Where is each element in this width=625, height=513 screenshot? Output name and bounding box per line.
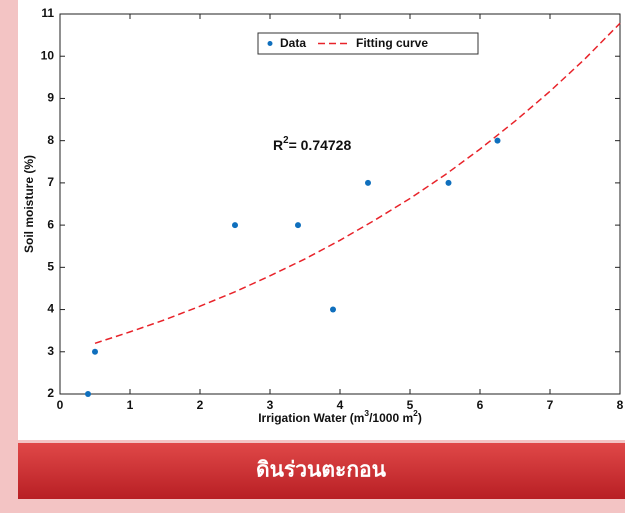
y-tick-label: 4 — [47, 302, 54, 316]
panel — [18, 0, 625, 440]
x-tick-label: 5 — [407, 398, 414, 412]
x-tick-label: 0 — [57, 398, 64, 412]
data-point — [445, 179, 452, 186]
x-axis-label: Irrigation Water (m3/1000 m2) — [258, 408, 422, 425]
y-tick-label: 3 — [47, 344, 54, 358]
x-tick-label: 7 — [547, 398, 554, 412]
banner-text: ดินร่วนตะกอน — [256, 459, 387, 482]
text-part: /1000 m — [369, 411, 413, 425]
legend-box — [257, 32, 479, 55]
text-part: 2 — [283, 135, 289, 146]
text-part: 3 — [364, 408, 369, 418]
x-tick-label: 2 — [197, 398, 204, 412]
data-point — [92, 348, 98, 355]
banner — [18, 443, 625, 499]
y-tick-label: 7 — [47, 175, 54, 189]
x-tick-label: 1 — [127, 398, 134, 412]
y-tick-label: 2 — [47, 386, 54, 400]
data-point — [494, 137, 501, 144]
legend-label: Fitting curve — [356, 36, 428, 50]
y-tick-label: 5 — [47, 260, 54, 274]
text-part: 2 — [413, 408, 418, 418]
annotation: R2= 0.74728 — [273, 135, 351, 153]
y-tick-label: 8 — [47, 133, 54, 147]
data-point — [365, 179, 371, 186]
text-part: Irrigation Water (m — [258, 411, 364, 425]
x-tick-label: 6 — [477, 398, 484, 412]
legend-label: Data — [280, 36, 306, 50]
legend-symbol — [267, 41, 273, 46]
y-axis-label: Soil moisture (%) — [22, 155, 36, 253]
x-tick-label: 4 — [337, 398, 344, 412]
text-part: ) — [418, 411, 422, 425]
text-part: R — [273, 137, 283, 153]
legend: Data Fitting curve — [257, 32, 479, 55]
x-tick-label: 8 — [617, 398, 624, 412]
y-tick-label: 9 — [47, 91, 54, 105]
y-tick-label: 6 — [47, 217, 54, 231]
data-point — [85, 391, 91, 397]
y-tick-label: 11 — [41, 6, 54, 20]
x-tick-label: 3 — [267, 398, 274, 412]
y-tick-label: 10 — [41, 48, 55, 62]
text-part: = 0.74728 — [289, 137, 352, 153]
data-point — [330, 306, 336, 313]
data-point — [232, 222, 238, 229]
data-point — [295, 222, 301, 229]
fit-curve — [94, 22, 621, 345]
